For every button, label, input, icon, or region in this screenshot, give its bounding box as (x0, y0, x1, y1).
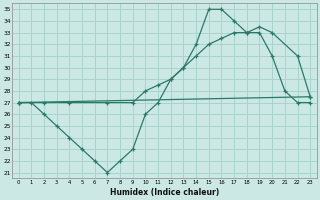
X-axis label: Humidex (Indice chaleur): Humidex (Indice chaleur) (110, 188, 219, 197)
